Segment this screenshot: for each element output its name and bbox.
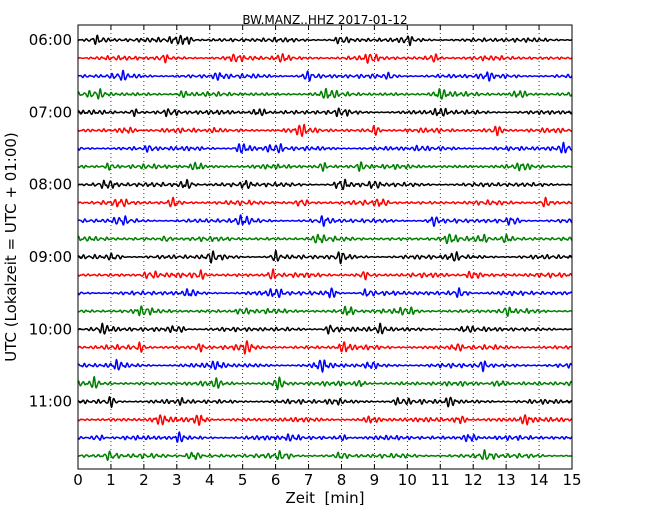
x-tick-label: 0 xyxy=(73,471,83,489)
x-tick-label: 8 xyxy=(337,471,347,489)
trace-line xyxy=(77,107,573,118)
x-tick-label: 15 xyxy=(562,471,581,489)
y-tick-label: 07:00 xyxy=(29,103,72,121)
plot-frame xyxy=(77,24,573,470)
trace-line xyxy=(77,305,573,317)
x-tick-label: 6 xyxy=(271,471,281,489)
x-tick-label: 5 xyxy=(238,471,248,489)
trace-line xyxy=(77,34,573,47)
seismic-traces xyxy=(77,34,573,462)
trace-line xyxy=(77,358,573,373)
y-tick-label: 06:00 xyxy=(29,31,72,49)
trace-line xyxy=(77,87,573,100)
trace-line xyxy=(77,178,573,191)
trace-line xyxy=(77,449,573,462)
y-tick-label: 09:00 xyxy=(29,248,72,266)
y-axis-ticks: 06:00 07:00 08:00 09:00 10:00 11:00 xyxy=(29,31,572,411)
x-tick-label: 1 xyxy=(106,471,116,489)
trace-line xyxy=(77,196,573,208)
x-tick-label: 14 xyxy=(530,471,549,489)
trace-line xyxy=(77,123,573,137)
trace-line xyxy=(77,69,573,82)
trace-line xyxy=(77,414,573,426)
trace-line xyxy=(77,53,573,64)
x-tick-label: 9 xyxy=(370,471,380,489)
x-tick-label: 7 xyxy=(304,471,314,489)
trace-line xyxy=(77,233,573,245)
y-axis-label: UTC (Lokalzeit = UTC + 01:00) xyxy=(2,132,20,362)
y-tick-label: 11:00 xyxy=(29,393,72,411)
trace-line xyxy=(77,214,573,227)
trace-line xyxy=(77,161,573,172)
x-tick-label: 10 xyxy=(398,471,417,489)
trace-line xyxy=(77,141,573,154)
chart-title: BW.MANZ..HHZ 2017-01-12 xyxy=(242,13,407,27)
trace-line xyxy=(77,396,573,409)
x-tick-label: 4 xyxy=(205,471,215,489)
x-tick-label: 3 xyxy=(172,471,182,489)
trace-line xyxy=(77,375,573,391)
x-tick-label: 2 xyxy=(139,471,149,489)
trace-line xyxy=(77,268,573,281)
trace-line xyxy=(77,340,573,355)
y-tick-label: 10:00 xyxy=(29,320,72,338)
x-tick-label: 13 xyxy=(497,471,516,489)
trace-line xyxy=(77,322,573,335)
trace-line xyxy=(77,287,573,299)
y-tick-label: 08:00 xyxy=(29,176,72,194)
x-tick-label: 11 xyxy=(431,471,450,489)
x-axis-label: Zeit [min] xyxy=(285,489,364,507)
trace-line xyxy=(77,431,573,443)
trace-line xyxy=(77,249,573,265)
x-axis-ticks: 0 1 2 3 4 5 6 7 8 9 10 11 12 13 14 15 xyxy=(73,25,582,489)
x-tick-label: 12 xyxy=(464,471,483,489)
